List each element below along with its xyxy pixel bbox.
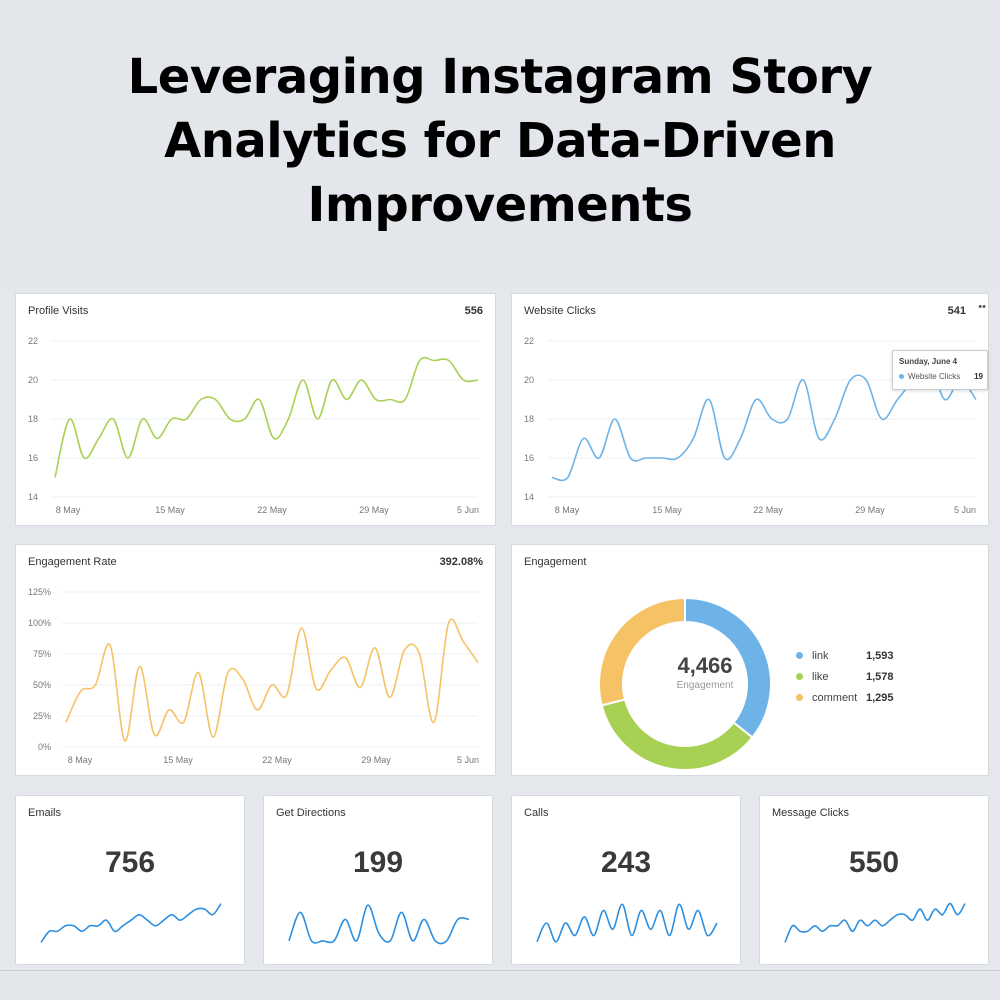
y-tick-label: 0% [38, 742, 51, 752]
series-line [54, 356, 479, 478]
get-directions-sparkline [288, 904, 470, 945]
sparkline [536, 903, 718, 943]
legend-item-link[interactable]: link 1,593 [796, 645, 894, 666]
y-tick-label: 16 [28, 453, 38, 463]
y-tick-label: 18 [524, 414, 534, 424]
card-title: Message Clicks [772, 807, 850, 819]
donut-center: 4,466 Engagement [650, 653, 760, 691]
y-tick-label: 22 [524, 336, 534, 346]
x-tick-label: 15 May [155, 505, 185, 515]
profile-visits-card: Profile Visits 556 22 20 18 16 14 8 May 15 May… [15, 293, 496, 526]
card-total: 199 [352, 846, 404, 879]
x-tick-label: 29 May [359, 505, 389, 515]
card-total: 392.08% [439, 556, 483, 568]
x-tick-label: 22 May [753, 505, 783, 515]
card-title: Emails [28, 807, 62, 819]
donut-slice-comment [598, 596, 686, 707]
message-clicks-sparkline [784, 902, 966, 943]
y-tick-label: 14 [524, 492, 534, 502]
sparkline [40, 903, 222, 943]
y-tick-label: 20 [28, 375, 38, 385]
engagement-rate-card: Engagement Rate 392.08% 125% 100% 75% 50% 25… [15, 544, 496, 776]
message-clicks-card: Message Clicks 550 [759, 795, 989, 965]
x-tick-label: 22 May [262, 755, 292, 765]
donut-legend: link 1,593 like 1,578 comment 1,295 [796, 645, 894, 708]
card-title: Engagement [524, 556, 587, 568]
legend-item-comment[interactable]: comment 1,295 [796, 687, 894, 708]
header-banner: Leveraging Instagram Story Analytics for… [0, 0, 1000, 282]
profile-visits-chart: 22 20 18 16 14 8 May 15 May 22 May 29 May 5 Jun [28, 336, 479, 515]
card-total: 541 [947, 305, 966, 317]
page-title: Leveraging Instagram Story Analytics for… [127, 49, 873, 233]
legend-name: like [812, 670, 829, 683]
legend-value: 1,593 [866, 649, 894, 662]
legend-dot-icon [796, 673, 803, 680]
y-tick-label: 100% [28, 618, 51, 628]
calls-sparkline [536, 903, 718, 943]
y-tick-label: 18 [28, 414, 38, 424]
tooltip-value: 19 [974, 372, 983, 381]
chart-tooltip: Sunday, June 4 Website Clicks 19 [892, 350, 988, 390]
website-clicks-chart: 22 20 18 16 14 8 May 15 May 22 May 29 May 5 Jun [524, 336, 977, 515]
engagement-rate-chart: 125% 100% 75% 50% 25% 0% 8 May 15 May 22 May 29 M… [28, 587, 479, 765]
card-title: Get Directions [276, 807, 346, 819]
get-directions-card: Get Directions 199 [263, 795, 493, 965]
card-title: Profile Visits [28, 305, 89, 317]
legend-value: 1,295 [866, 691, 894, 704]
x-tick-label: 5 Jun [954, 505, 976, 515]
donut-total: 4,466 [677, 653, 733, 678]
footer-divider [0, 970, 1000, 971]
x-tick-label: 8 May [68, 755, 93, 765]
x-tick-label: 15 May [652, 505, 682, 515]
y-tick-label: 25% [33, 711, 51, 721]
card-total: 550 [848, 846, 900, 879]
legend-dot-icon [796, 694, 803, 701]
y-tick-label: 22 [28, 336, 38, 346]
tooltip-series: Website Clicks [908, 372, 961, 381]
calls-card: Calls 243 [511, 795, 741, 965]
tooltip-row: Website Clicks 19 [899, 372, 983, 381]
x-tick-label: 5 Jun [457, 505, 479, 515]
more-options-icon[interactable]: •• [978, 301, 986, 313]
engagement-donut-chart [598, 596, 772, 771]
y-tick-label: 20 [524, 375, 534, 385]
x-tick-label: 29 May [361, 755, 391, 765]
emails-sparkline [40, 903, 222, 943]
donut-total-label: Engagement [676, 680, 734, 691]
legend-name: link [812, 649, 829, 662]
card-total: 756 [104, 846, 156, 879]
website-clicks-card: Website Clicks 541 •• 22 20 18 16 14 8 May 15 … [511, 293, 989, 526]
y-tick-label: 75% [33, 649, 51, 659]
card-total: 243 [600, 846, 652, 879]
card-total: 556 [464, 305, 483, 317]
card-title: Calls [524, 807, 549, 819]
x-tick-label: 15 May [163, 755, 193, 765]
series-line [65, 618, 479, 742]
tooltip-date: Sunday, June 4 [899, 357, 958, 366]
x-tick-label: 29 May [855, 505, 885, 515]
sparkline [288, 904, 470, 945]
dashboard: Profile Visits 556 22 20 18 16 14 8 May 15 May… [0, 282, 1000, 972]
card-title: Engagement Rate [28, 556, 117, 568]
legend-name: comment [812, 691, 858, 704]
tooltip-series-dot-icon [899, 374, 904, 379]
x-tick-label: 5 Jun [457, 755, 479, 765]
legend-dot-icon [796, 652, 803, 659]
card-title: Website Clicks [524, 305, 596, 317]
x-tick-label: 8 May [555, 505, 580, 515]
y-tick-label: 50% [33, 680, 51, 690]
engagement-card: Engagement 4,466 Engagement link 1,593 l… [511, 544, 989, 776]
y-tick-label: 125% [28, 587, 51, 597]
x-tick-label: 22 May [257, 505, 287, 515]
sparkline [784, 902, 966, 943]
y-tick-label: 14 [28, 492, 38, 502]
legend-value: 1,578 [866, 670, 894, 683]
emails-card: Emails 756 [15, 795, 245, 965]
donut-slice-like [600, 698, 754, 771]
y-tick-label: 16 [524, 453, 534, 463]
x-tick-label: 8 May [56, 505, 81, 515]
legend-item-like[interactable]: like 1,578 [796, 666, 894, 687]
